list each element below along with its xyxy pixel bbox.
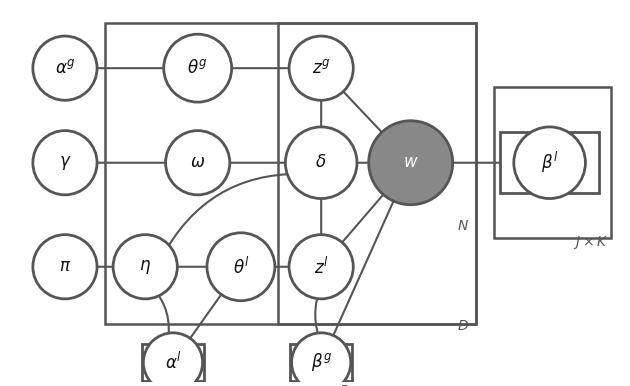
Bar <box>494 87 611 239</box>
Text: $J$: $J$ <box>193 384 201 386</box>
Ellipse shape <box>207 233 275 301</box>
Bar <box>500 132 599 193</box>
Text: $\gamma$: $\gamma$ <box>59 154 71 172</box>
Ellipse shape <box>164 34 232 102</box>
Ellipse shape <box>33 36 97 100</box>
Text: D: D <box>457 318 468 333</box>
Text: $\eta$: $\eta$ <box>139 258 151 276</box>
Ellipse shape <box>514 127 585 198</box>
Ellipse shape <box>33 130 97 195</box>
Ellipse shape <box>285 127 357 198</box>
Bar <box>278 23 476 323</box>
Text: $\alpha^l$: $\alpha^l$ <box>164 352 181 373</box>
Text: $\omega$: $\omega$ <box>190 154 205 171</box>
Text: $\delta$: $\delta$ <box>316 154 327 171</box>
Text: $w$: $w$ <box>403 154 418 171</box>
Text: $R$: $R$ <box>339 384 349 386</box>
Ellipse shape <box>113 235 177 299</box>
Text: $\beta^g$: $\beta^g$ <box>311 352 331 374</box>
Bar <box>105 23 476 323</box>
Text: $J\times K$: $J\times K$ <box>573 234 609 251</box>
Ellipse shape <box>166 130 230 195</box>
Ellipse shape <box>369 121 453 205</box>
Ellipse shape <box>33 235 97 299</box>
Bar <box>142 344 204 381</box>
Text: $\pi$: $\pi$ <box>59 258 71 275</box>
Ellipse shape <box>289 235 353 299</box>
Text: N: N <box>458 220 468 234</box>
Text: $\theta^g$: $\theta^g$ <box>188 59 208 77</box>
Text: $z^l$: $z^l$ <box>314 256 329 278</box>
Ellipse shape <box>292 333 351 386</box>
Ellipse shape <box>144 333 203 386</box>
Text: $\theta^l$: $\theta^l$ <box>232 256 249 278</box>
Text: $\beta^l$: $\beta^l$ <box>541 150 558 175</box>
Text: $\alpha^g$: $\alpha^g$ <box>55 59 76 77</box>
Text: $z^g$: $z^g$ <box>312 59 331 77</box>
Bar <box>290 344 352 381</box>
Ellipse shape <box>289 36 353 100</box>
